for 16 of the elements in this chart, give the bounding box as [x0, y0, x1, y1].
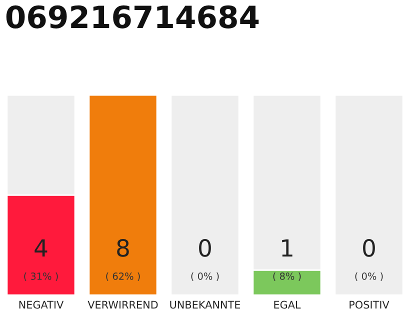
annotation: ( 8% ) [273, 272, 301, 282]
chart-title: 069216714684 [6, 5, 259, 28]
annotation: ( 0% ) [355, 272, 383, 282]
data-label: 1 [282, 239, 292, 257]
x-tick-label: NEGATIV [19, 300, 64, 309]
annotation: ( 31% ) [24, 272, 58, 282]
x-tick-label: VERWIRREND [88, 300, 158, 309]
annotation: ( 62% ) [106, 272, 140, 282]
x-tick-label: EGAL [274, 300, 301, 309]
annotation: ( 0% ) [191, 272, 219, 282]
x-tick-label: POSITIV [350, 300, 390, 309]
data-label: 8 [117, 239, 129, 257]
data-label: 4 [34, 239, 48, 257]
x-tick-label: UNBEKANNTE [170, 300, 240, 309]
data-label: 0 [363, 239, 375, 257]
data-label: 0 [199, 239, 211, 257]
